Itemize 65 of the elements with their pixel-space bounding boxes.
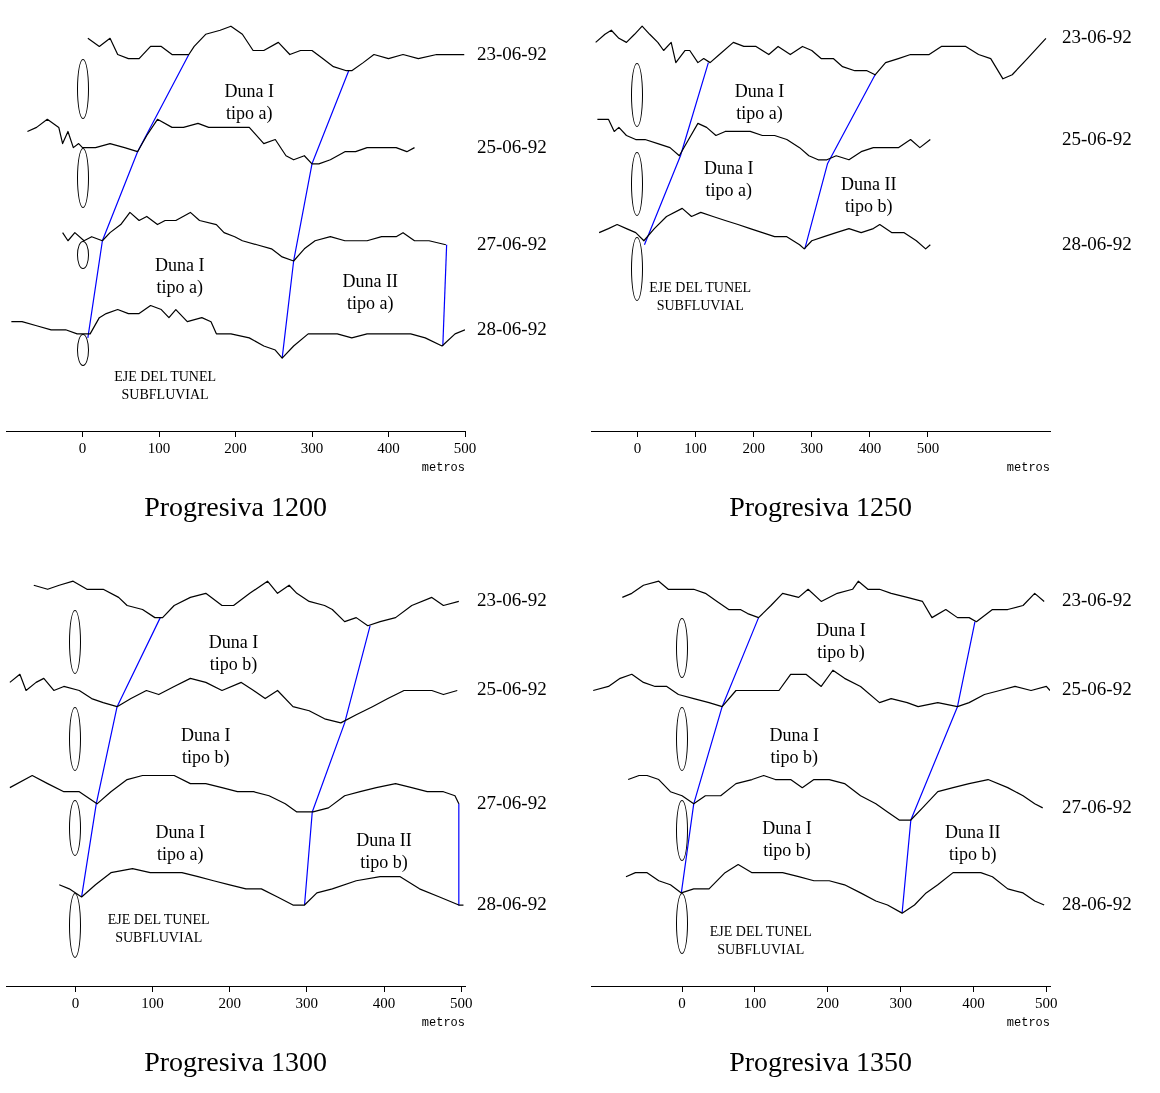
series-label: 23-06-92 <box>1062 589 1132 611</box>
annotation: Duna II tipo b) <box>840 173 897 217</box>
annotation: EJE DEL TUNEL SUBFLUVIAL <box>107 912 210 945</box>
series-label: 25-06-92 <box>477 678 547 700</box>
annotation: Duna I tipo a) <box>224 80 275 124</box>
text: Progresiva 1300 <box>144 1045 327 1077</box>
x-tick-label: 100 <box>141 994 164 1011</box>
x-tick-label: 400 <box>377 439 400 456</box>
text: Progresiva 1350 <box>729 1045 912 1077</box>
series-label: 28-06-92 <box>477 317 547 339</box>
series-label: 23-06-92 <box>477 589 547 611</box>
x-tick-label: 300 <box>295 994 319 1011</box>
annotation: EJE DEL TUNEL SUBFLUVIAL <box>649 280 752 314</box>
annotation: Duna I tipo b) <box>769 724 820 768</box>
x-tick-label: 0 <box>633 439 642 456</box>
text: Progresiva 1200 <box>144 490 327 522</box>
annotation: Duna II tipo b) <box>356 830 412 874</box>
x-axis-title: metros <box>421 1016 465 1031</box>
x-tick-label: 400 <box>858 439 882 456</box>
x-tick-label: 200 <box>218 994 241 1011</box>
x-tick-label: 200 <box>816 994 840 1011</box>
x-tick-label: 100 <box>684 439 707 456</box>
x-tick-label: 200 <box>224 439 247 456</box>
x-tick-label: 200 <box>742 439 765 456</box>
text: 28-06-92 <box>1062 232 1132 254</box>
series-label: 27-06-92 <box>477 232 547 254</box>
x-tick-label: 300 <box>300 439 324 456</box>
x-tick-label: 300 <box>800 439 824 456</box>
x-tick-label: 500 <box>449 994 473 1011</box>
x-tick-label: 400 <box>372 994 396 1011</box>
series-label: 23-06-92 <box>477 42 547 64</box>
annotation: Duna I tipo b) <box>208 631 259 675</box>
x-tick-label: 500 <box>916 439 940 456</box>
x-tick-label: 0 <box>78 439 87 456</box>
annotation: Duna I tipo a) <box>155 822 206 866</box>
x-tick-label: 500 <box>1035 994 1058 1011</box>
annotation: EJE DEL TUNEL SUBFLUVIAL <box>709 924 812 958</box>
annotation: Duna II tipo a) <box>342 271 398 315</box>
x-tick-label: 100 <box>743 994 767 1011</box>
annotation: Duna I tipo b) <box>816 619 866 663</box>
series-label: 27-06-92 <box>1062 795 1132 817</box>
x-tick-label: 100 <box>147 439 171 456</box>
annotation: Duna I tipo a) <box>154 254 205 298</box>
text: 25-06-92 <box>477 135 547 157</box>
annotation: Duna I tipo b) <box>181 724 231 768</box>
x-axis-title: metros <box>421 461 465 476</box>
series-label: 28-06-92 <box>1062 893 1132 915</box>
x-tick-label: 400 <box>962 994 985 1011</box>
text: Progresiva 1250 <box>729 490 912 522</box>
annotation: Duna II tipo b) <box>945 822 1001 866</box>
x-tick-label: 0 <box>678 994 686 1011</box>
x-tick-label: 500 <box>453 439 477 456</box>
annotation: Duna I tipo a) <box>734 80 785 124</box>
x-tick-label: 300 <box>889 994 912 1011</box>
annotation: EJE DEL TUNEL SUBFLUVIAL <box>114 369 217 403</box>
annotation: Duna I tipo b) <box>762 818 812 861</box>
series-label: 23-06-92 <box>1062 26 1132 48</box>
text: 25-06-92 <box>1062 127 1132 149</box>
series-label: 28-06-92 <box>477 893 547 915</box>
x-axis-title: metros <box>1006 1016 1050 1031</box>
series-label: 27-06-92 <box>477 791 547 813</box>
x-tick-label: 0 <box>71 994 80 1011</box>
x-axis-title: metros <box>1006 461 1050 476</box>
series-label: 25-06-92 <box>1062 678 1132 700</box>
annotation: Duna I tipo a) <box>703 157 754 201</box>
